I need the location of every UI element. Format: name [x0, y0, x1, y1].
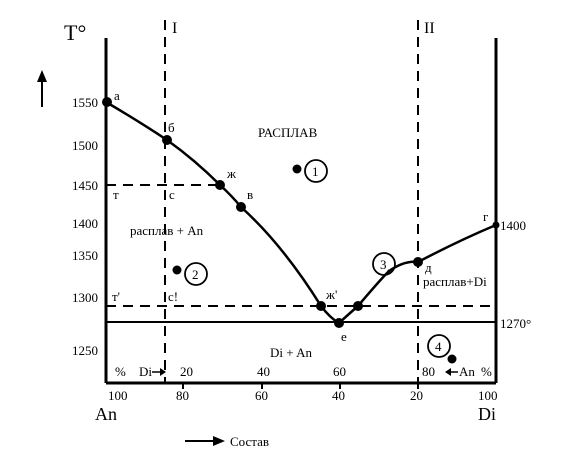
point-zh	[215, 180, 225, 190]
label-e: е	[341, 329, 347, 344]
marker-2-dot	[172, 265, 182, 275]
an-end-label: An	[95, 404, 117, 424]
marker-3-circle	[372, 252, 396, 276]
sub-20: 20	[180, 364, 193, 379]
sub-40: 40	[257, 364, 270, 379]
marker-1-dot	[292, 164, 302, 174]
marker-4-number: 4	[435, 339, 442, 354]
marker-3: 3	[372, 252, 396, 276]
marker-1-circle	[304, 159, 328, 183]
point-zh-prime	[316, 301, 326, 311]
point-g	[492, 221, 500, 229]
region-solid: Di + An	[270, 345, 313, 360]
region-melt-an: расплав + An	[130, 223, 204, 238]
point-v	[236, 202, 246, 212]
label-a: а	[114, 88, 120, 103]
point-labels: а б ж в ж' е д г т с т' с!	[112, 88, 488, 344]
x-tick-40: 40	[332, 388, 345, 403]
x-tick-80: 80	[176, 388, 189, 403]
label-g: г	[483, 209, 488, 224]
temperature-arrow-head	[37, 70, 47, 82]
y-tick-1550: 1550	[72, 95, 98, 110]
label-b: б	[168, 120, 175, 135]
curve-points	[102, 97, 500, 328]
x-tick-100-left: 100	[108, 388, 128, 403]
x-axis-title: Состав	[230, 434, 269, 449]
region-melt-di: расплав+Di	[423, 274, 487, 289]
x-tick-60: 60	[255, 388, 268, 403]
marker-1: 1	[292, 159, 328, 183]
marker-4-dot	[447, 354, 457, 364]
sub-an: An	[459, 364, 475, 379]
label-t: т	[113, 187, 119, 202]
sub-80: 80	[422, 364, 435, 379]
point-b	[162, 135, 172, 145]
sub-percent-right: %	[481, 364, 492, 379]
marker-2-number: 2	[192, 267, 199, 282]
y-tick-1450: 1450	[72, 178, 98, 193]
x-tick-20: 20	[410, 388, 423, 403]
section-label-I: I	[172, 20, 177, 37]
x-tick-labels: 100 80 60 40 20 100	[108, 388, 498, 403]
label-s-prime: с!	[168, 289, 178, 304]
point-d	[413, 257, 423, 267]
point-a	[102, 97, 112, 107]
marker-2-circle	[184, 262, 208, 286]
point-3-curve	[387, 269, 391, 273]
marker-4: 4	[427, 334, 457, 364]
y-tick-labels: 1550 1500 1450 1400 1350 1300 1250	[72, 95, 98, 358]
di-arrow-head	[160, 368, 166, 376]
label-v: в	[247, 187, 253, 202]
marker-4-circle	[427, 334, 451, 358]
y-axis-title: T°	[64, 20, 86, 45]
y-tick-1400: 1400	[72, 216, 98, 231]
y-tick-1300: 1300	[72, 290, 98, 305]
di-end-label: Di	[478, 404, 496, 424]
label-s: с	[169, 187, 175, 202]
section-label-II: II	[424, 20, 435, 37]
point-e	[334, 318, 344, 328]
an-arrow-head	[445, 368, 451, 376]
label-t-prime: т'	[112, 289, 120, 304]
marker-3-number: 3	[380, 257, 387, 272]
composition-arrow-head	[213, 436, 225, 446]
sub-percent-left: %	[115, 364, 126, 379]
x-sub-tick-labels: % Di 20 40 60 80 An %	[115, 364, 492, 379]
label-d: д	[425, 260, 432, 275]
y-tick-1350: 1350	[72, 248, 98, 263]
x-tick-100-right: 100	[478, 388, 498, 403]
point-right-306	[353, 301, 363, 311]
label-zh: ж	[226, 166, 237, 181]
right-temp-1400: 1400	[500, 218, 526, 233]
sub-di: Di	[139, 364, 152, 379]
region-melt: РАСПЛАВ	[258, 125, 318, 140]
y-tick-1500: 1500	[72, 138, 98, 153]
label-zh-prime: ж'	[325, 287, 337, 302]
marker-2: 2	[172, 262, 208, 286]
sub-60: 60	[333, 364, 346, 379]
y-tick-1250: 1250	[72, 343, 98, 358]
x-tick-marks	[182, 383, 419, 389]
right-temp-1270: 1270°	[500, 316, 531, 331]
marker-1-number: 1	[312, 164, 319, 179]
